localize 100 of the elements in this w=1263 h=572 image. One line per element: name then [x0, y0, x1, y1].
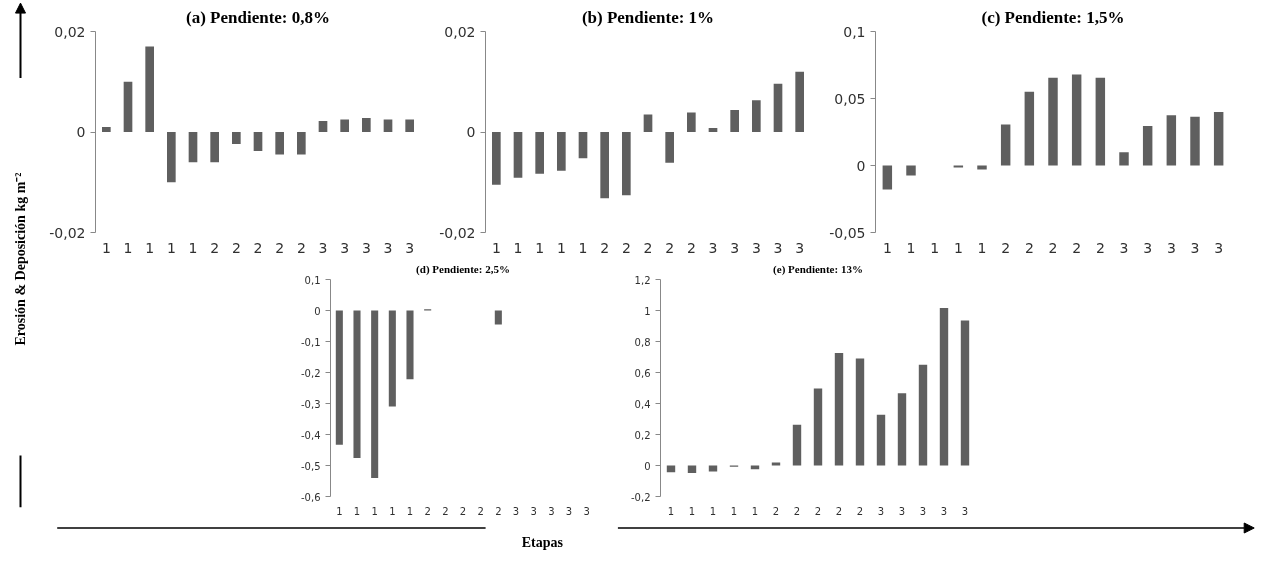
- bar: [813, 388, 823, 466]
- x-tick-label: 2: [459, 505, 467, 517]
- y-tick-label: 1,2: [634, 274, 651, 286]
- chart-title: (c) Pendiente: 1,5%: [981, 7, 1125, 27]
- bar: [622, 132, 631, 196]
- x-tick-label: 3: [1166, 239, 1176, 256]
- y-tick-label: -0,2: [300, 367, 321, 379]
- y-tick-label: -0,02: [439, 224, 476, 241]
- x-tick-label: 1: [535, 239, 545, 256]
- bar: [977, 165, 987, 170]
- x-tick-label: 3: [961, 505, 969, 517]
- x-tick-label: 2: [686, 239, 696, 256]
- x-tick-label: 3: [405, 239, 415, 256]
- x-tick-label: 1: [166, 239, 176, 256]
- x-tick-label: 3: [751, 239, 761, 256]
- x-tick-label: 3: [795, 239, 805, 256]
- bar: [492, 132, 501, 185]
- y-tick-label: 0,8: [634, 336, 651, 348]
- x-tick-label: 2: [442, 505, 449, 517]
- x-tick-label: 1: [688, 505, 696, 517]
- x-tick-label: 2: [231, 239, 241, 256]
- x-tick-label: 2: [793, 505, 801, 517]
- bar: [210, 132, 219, 163]
- bar: [752, 100, 761, 132]
- bar: [383, 119, 393, 132]
- x-tick-label: 3: [512, 505, 520, 517]
- bar: [960, 320, 970, 466]
- x-tick-label: 3: [340, 239, 350, 256]
- bar: [882, 165, 893, 190]
- bar: [253, 132, 263, 152]
- bar: [1000, 124, 1011, 166]
- bar: [123, 81, 133, 132]
- y-tick-label: 0: [644, 460, 651, 472]
- x-tick-label: 1: [906, 239, 916, 256]
- y-tick-label: -0,6: [300, 491, 321, 503]
- x-tick-label: 2: [495, 505, 502, 517]
- x-tick-label: 3: [383, 239, 393, 256]
- bar: [834, 352, 844, 466]
- x-tick-label: 1: [513, 239, 523, 256]
- x-tick-label: 3: [898, 505, 906, 517]
- bar: [665, 132, 674, 163]
- bar: [953, 165, 964, 168]
- y-tick-label: 0: [76, 124, 86, 140]
- x-tick-label: 3: [361, 239, 371, 256]
- y-tick-label: 0: [856, 157, 866, 174]
- bar: [1190, 116, 1200, 166]
- x-tick-label: 2: [296, 239, 306, 256]
- x-tick-label: 1: [556, 239, 566, 256]
- y-tick-label: 0: [314, 305, 321, 317]
- y-tick-label: -0,5: [300, 460, 321, 472]
- y-tick-label: 0: [466, 124, 476, 140]
- y-tick-label: 1: [644, 305, 651, 317]
- x-tick-label: 2: [665, 239, 675, 256]
- bar: [232, 132, 241, 145]
- x-tick-label: 1: [977, 239, 987, 256]
- x-tick-label: 2: [1001, 239, 1011, 256]
- bar: [708, 127, 718, 132]
- x-tick-label: 3: [1190, 239, 1200, 256]
- y-tick-label: -0,02: [49, 224, 86, 241]
- bar: [513, 132, 523, 178]
- x-tick-label: 3: [1214, 239, 1224, 256]
- x-tick-label: 2: [424, 505, 431, 517]
- x-tick-label: 1: [371, 505, 378, 517]
- y-tick-label: -0,1: [300, 336, 321, 348]
- x-tick-label: 3: [730, 239, 740, 256]
- chart-title: (a) Pendiente: 0,8%: [186, 7, 331, 27]
- y-tick-label: 0,4: [634, 398, 651, 410]
- x-tick-label: 2: [1072, 239, 1082, 256]
- bar: [102, 126, 111, 132]
- bar: [578, 132, 588, 159]
- x-tick-label: 1: [101, 239, 111, 256]
- bar: [855, 358, 865, 466]
- x-tick-label: 2: [643, 239, 653, 256]
- x-tick-label: 3: [1143, 239, 1153, 256]
- x-tick-label: 3: [708, 239, 718, 256]
- bar: [792, 424, 802, 466]
- bar: [405, 119, 414, 132]
- y-tick-label: 0,02: [54, 23, 86, 40]
- bar: [275, 132, 284, 155]
- bar: [1048, 77, 1058, 166]
- x-tick-label: 2: [814, 505, 822, 517]
- x-tick-label: 1: [188, 239, 198, 256]
- x-tick-label: 2: [856, 505, 864, 517]
- bar: [687, 112, 696, 132]
- x-tick-label: 1: [667, 505, 675, 517]
- x-tick-label: 3: [773, 239, 783, 256]
- x-tick-label: 2: [1024, 239, 1034, 256]
- x-tick-label: 1: [709, 505, 717, 517]
- x-tick-label: 1: [751, 505, 759, 517]
- bar: [362, 117, 371, 132]
- bar: [600, 132, 609, 199]
- y-tick-label: -0,05: [829, 224, 866, 241]
- chart-title: (b) Pendiente: 1%: [581, 7, 715, 27]
- x-tick-label: 3: [565, 505, 573, 517]
- x-tick-label: 2: [210, 239, 220, 256]
- x-tick-label: 1: [123, 239, 133, 256]
- y-axis-title: Erosión & Deposición kg m⁻²: [13, 172, 28, 346]
- bar: [557, 132, 566, 171]
- x-tick-label: 2: [275, 239, 285, 256]
- x-tick-label: 2: [835, 505, 843, 517]
